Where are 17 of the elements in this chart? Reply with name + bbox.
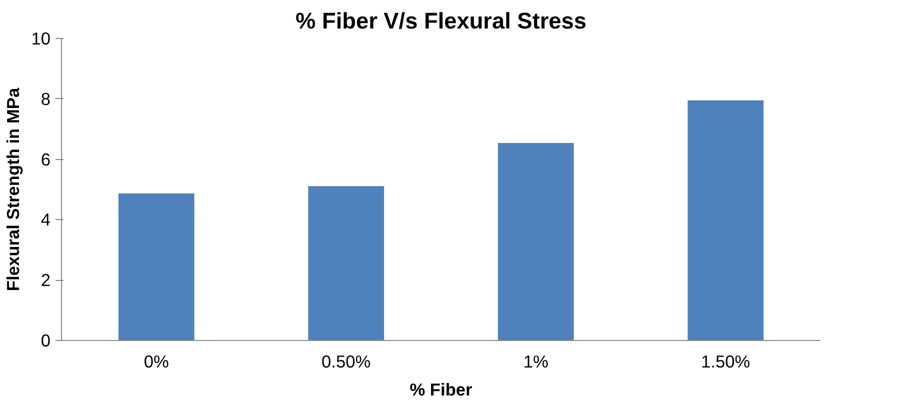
x-tick-label: 1%	[523, 352, 548, 372]
bar	[118, 193, 194, 340]
x-axis-title: % Fiber	[410, 380, 473, 400]
y-tick-label: 2	[40, 270, 51, 290]
bar	[308, 186, 384, 340]
y-tick-label: 0	[40, 330, 51, 350]
x-tick-label: 0.50%	[322, 352, 371, 372]
y-tick-label: 10	[31, 28, 51, 48]
chart-title: % Fiber V/s Flexural Stress	[296, 8, 586, 34]
bar	[688, 100, 764, 340]
y-tick-label: 6	[40, 149, 51, 170]
y-axis-title: Flexural Strength in MPa	[3, 88, 24, 292]
x-tick-label: 0%	[144, 352, 169, 372]
y-tick-label: 4	[40, 210, 51, 230]
x-tick-label: 1.50%	[701, 352, 750, 372]
bar	[498, 142, 574, 340]
y-tick-label: 8	[40, 88, 51, 109]
